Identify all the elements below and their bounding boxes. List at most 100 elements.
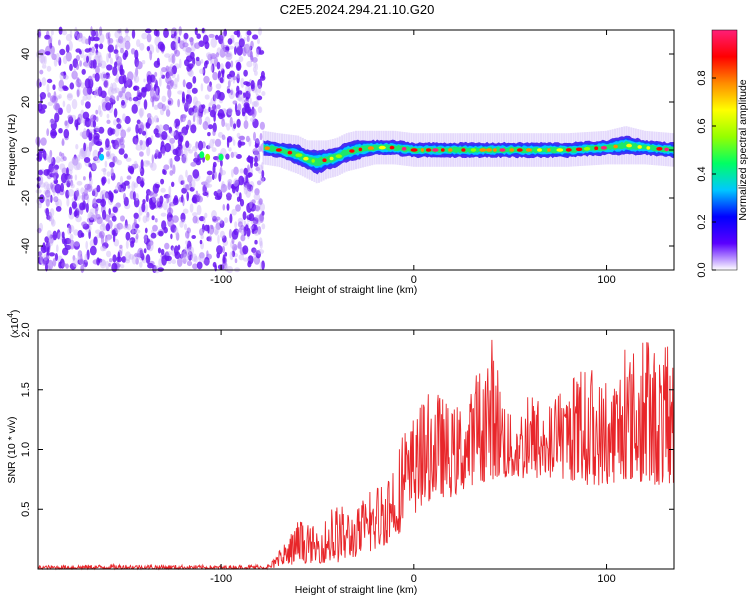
noise-blob bbox=[105, 151, 110, 157]
noise-blob bbox=[216, 245, 223, 255]
noise-blob bbox=[188, 149, 194, 154]
noise-blob bbox=[85, 101, 91, 109]
noise-blob bbox=[187, 174, 193, 183]
noise-blob bbox=[104, 96, 110, 102]
noise-blob bbox=[254, 188, 260, 196]
noise-blob bbox=[225, 46, 230, 51]
noise-blob bbox=[81, 221, 88, 227]
noise-blob bbox=[79, 147, 85, 157]
noise-blob bbox=[246, 30, 252, 36]
noise-blob bbox=[98, 105, 102, 115]
noise-blob bbox=[53, 58, 58, 67]
noise-blob bbox=[153, 115, 159, 123]
noise-blob bbox=[71, 98, 78, 110]
noise-blob bbox=[113, 238, 120, 247]
noise-blob bbox=[88, 133, 93, 141]
noise-blob bbox=[111, 215, 117, 222]
noise-blob bbox=[187, 250, 193, 261]
noise-blob bbox=[141, 32, 148, 40]
noise-blob bbox=[180, 219, 186, 224]
noise-blob bbox=[132, 191, 136, 201]
noise-blob bbox=[253, 162, 259, 167]
noise-blob bbox=[182, 208, 189, 214]
noise-blob bbox=[245, 224, 249, 232]
noise-blob bbox=[60, 71, 66, 76]
noise-blob bbox=[121, 256, 127, 263]
noise-blob bbox=[46, 183, 52, 191]
noise-blob bbox=[92, 36, 100, 42]
ridge-hotspot bbox=[367, 146, 374, 150]
noise-blob bbox=[96, 214, 101, 220]
noise-blob bbox=[115, 202, 121, 208]
noise-blob bbox=[217, 234, 220, 244]
noise-blob bbox=[171, 259, 177, 265]
noise-bright-spot bbox=[218, 153, 224, 161]
noise-blob bbox=[110, 167, 114, 177]
noise-blob bbox=[211, 63, 215, 73]
noise-blob bbox=[137, 247, 144, 258]
noise-blob bbox=[155, 149, 159, 157]
noise-blob bbox=[189, 186, 195, 192]
noise-blob bbox=[141, 60, 146, 65]
noise-blob bbox=[133, 71, 137, 82]
noise-blob bbox=[191, 111, 197, 117]
noise-blob bbox=[54, 183, 62, 194]
noise-blob bbox=[248, 213, 255, 222]
noise-blob bbox=[61, 167, 68, 175]
noise-blob bbox=[161, 103, 166, 112]
noise-blob bbox=[147, 241, 154, 252]
noise-blob bbox=[141, 87, 147, 98]
noise-blob bbox=[136, 251, 141, 260]
noise-blob bbox=[257, 84, 262, 94]
noise-blob bbox=[133, 85, 138, 91]
noise-blob bbox=[69, 263, 77, 270]
noise-blob bbox=[120, 143, 125, 150]
noise-blob bbox=[157, 247, 162, 254]
noise-blob bbox=[40, 54, 46, 65]
noise-blob bbox=[220, 170, 226, 176]
noise-blob bbox=[236, 45, 243, 56]
noise-blob bbox=[246, 202, 253, 213]
noise-blob bbox=[202, 66, 206, 76]
noise-blob bbox=[145, 160, 151, 165]
noise-blob bbox=[250, 40, 254, 49]
noise-blob bbox=[189, 181, 193, 187]
noise-blob bbox=[95, 49, 99, 55]
noise-blob bbox=[156, 102, 163, 109]
noise-blob bbox=[68, 161, 74, 172]
noise-blob bbox=[69, 174, 73, 180]
noise-blob bbox=[260, 176, 266, 182]
noise-blob bbox=[228, 228, 232, 239]
noise-blob bbox=[66, 180, 71, 188]
noise-blob bbox=[143, 160, 150, 167]
noise-blob bbox=[203, 107, 207, 115]
noise-blob bbox=[49, 119, 55, 125]
noise-blob bbox=[58, 128, 63, 134]
noise-blob bbox=[210, 64, 214, 73]
noise-blob bbox=[157, 41, 165, 50]
noise-blob bbox=[65, 51, 72, 62]
noise-blob bbox=[221, 118, 226, 127]
noise-blob bbox=[192, 115, 196, 123]
noise-blob bbox=[188, 107, 195, 116]
noise-blob bbox=[99, 110, 103, 118]
noise-blob bbox=[194, 151, 198, 159]
spectrogram-x-label: Height of straight line (km) bbox=[295, 284, 418, 296]
noise-blob bbox=[179, 135, 184, 143]
noise-blob bbox=[192, 56, 196, 66]
noise-blob bbox=[94, 89, 101, 96]
ridge-hotspot bbox=[656, 147, 663, 151]
ridge-hotspot bbox=[556, 148, 564, 152]
noise-blob bbox=[52, 84, 56, 91]
noise-blob bbox=[80, 99, 85, 106]
noise-blob bbox=[226, 123, 231, 131]
noise-blob bbox=[74, 30, 80, 41]
noise-blob bbox=[151, 215, 155, 221]
noise-blob bbox=[258, 237, 263, 247]
noise-blob bbox=[194, 100, 202, 109]
noise-blob bbox=[96, 257, 100, 266]
noise-blob bbox=[116, 222, 123, 230]
noise-blob bbox=[70, 179, 74, 187]
noise-blob bbox=[93, 236, 98, 246]
noise-blob bbox=[37, 151, 43, 160]
